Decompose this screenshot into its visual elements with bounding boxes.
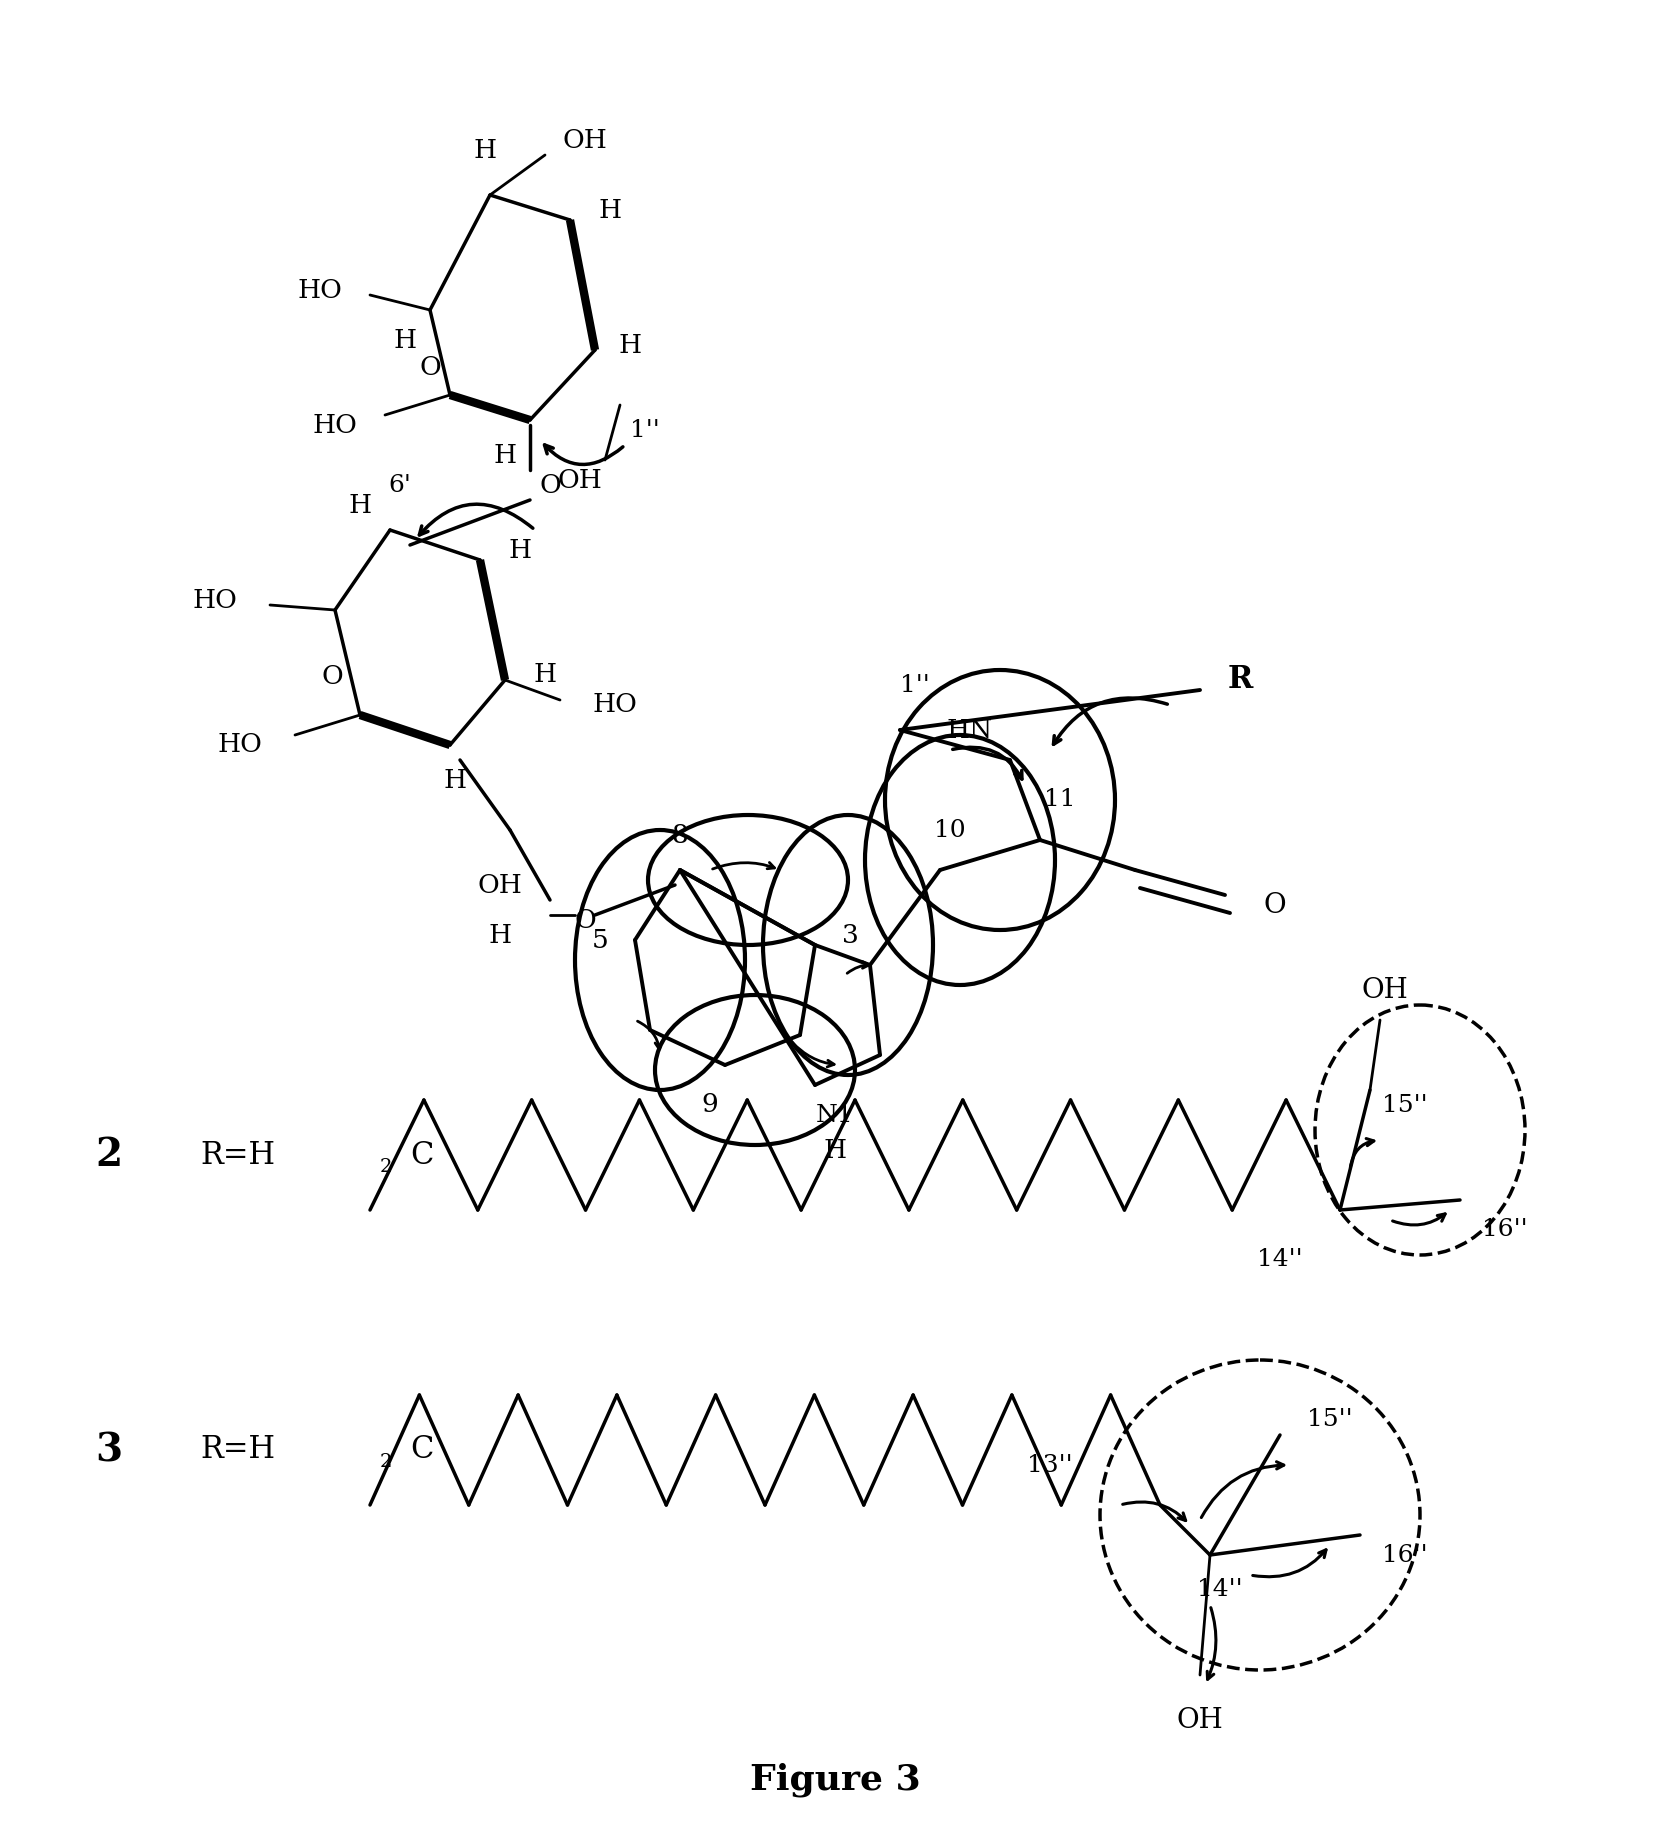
Text: HO: HO bbox=[312, 412, 357, 438]
Text: R=H: R=H bbox=[200, 1140, 275, 1170]
Text: 2: 2 bbox=[381, 1453, 392, 1471]
Text: O: O bbox=[574, 907, 596, 932]
Text: C: C bbox=[411, 1140, 434, 1170]
Text: Figure 3: Figure 3 bbox=[749, 1764, 920, 1797]
Text: H: H bbox=[509, 537, 531, 563]
Text: 10: 10 bbox=[935, 818, 966, 842]
Text: 9: 9 bbox=[701, 1092, 718, 1118]
Text: H: H bbox=[534, 662, 556, 688]
Text: 3: 3 bbox=[841, 923, 858, 947]
Text: HN: HN bbox=[946, 717, 993, 743]
Text: 14'': 14'' bbox=[1197, 1578, 1243, 1602]
Text: 8: 8 bbox=[671, 822, 688, 848]
Text: R: R bbox=[1227, 664, 1253, 695]
Text: 16'': 16'' bbox=[1482, 1219, 1527, 1241]
Text: H: H bbox=[444, 767, 467, 793]
Text: H: H bbox=[619, 333, 641, 357]
Text: O: O bbox=[1263, 892, 1287, 918]
Text: R=H: R=H bbox=[200, 1434, 275, 1466]
Text: H: H bbox=[349, 493, 372, 517]
Text: H: H bbox=[494, 443, 517, 467]
Text: 11: 11 bbox=[1045, 789, 1077, 811]
Text: OH: OH bbox=[1362, 977, 1409, 1004]
Text: OH: OH bbox=[557, 467, 603, 493]
Text: 1'': 1'' bbox=[900, 673, 930, 697]
Text: 5: 5 bbox=[591, 927, 609, 953]
Text: O: O bbox=[539, 473, 561, 498]
Text: H: H bbox=[394, 327, 417, 353]
Text: HO: HO bbox=[297, 278, 342, 302]
Text: 15'': 15'' bbox=[1382, 1094, 1427, 1116]
Text: 2: 2 bbox=[95, 1137, 122, 1173]
Text: O: O bbox=[320, 664, 342, 690]
Text: N1: N1 bbox=[816, 1103, 855, 1127]
Text: H: H bbox=[823, 1138, 846, 1162]
Text: HO: HO bbox=[192, 587, 237, 612]
Text: 15'': 15'' bbox=[1307, 1409, 1354, 1431]
Text: 6': 6' bbox=[389, 473, 412, 497]
Text: H: H bbox=[474, 138, 497, 162]
Text: HO: HO bbox=[592, 693, 638, 717]
Text: H: H bbox=[489, 923, 512, 947]
Text: OH: OH bbox=[562, 127, 608, 153]
Text: O: O bbox=[419, 355, 441, 379]
Text: 14'': 14'' bbox=[1257, 1249, 1303, 1271]
Text: H: H bbox=[599, 197, 621, 223]
Text: 16'': 16'' bbox=[1382, 1543, 1427, 1567]
Text: 1'': 1'' bbox=[631, 419, 659, 441]
Text: 2: 2 bbox=[381, 1159, 392, 1175]
Text: HO: HO bbox=[217, 732, 262, 758]
Text: OH: OH bbox=[1177, 1707, 1223, 1734]
Text: C: C bbox=[411, 1434, 434, 1466]
Text: 13'': 13'' bbox=[1026, 1453, 1073, 1477]
Text: 3: 3 bbox=[95, 1431, 122, 1469]
Text: OH: OH bbox=[477, 872, 522, 897]
